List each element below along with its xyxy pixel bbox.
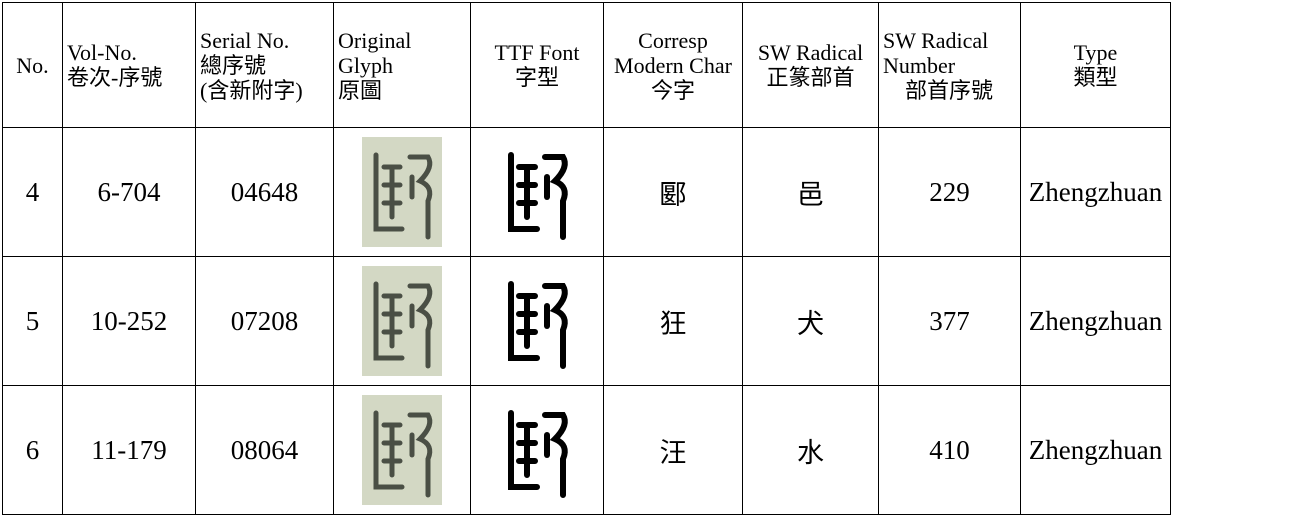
header-cell: SW Radical 正篆部首 xyxy=(742,2,879,128)
header-row: No. Vol-No. 卷次-序號 Serial No. 總序號 (含新附字) Origin… xyxy=(2,2,1171,128)
cell: 04648 xyxy=(195,127,334,257)
header-text: TTF Font xyxy=(494,40,580,65)
data-row: 6 11-179 08064 汪水 410 Zhengzhuan xyxy=(2,385,1171,515)
header-text: Glyph xyxy=(338,52,393,78)
header-text: Corresp xyxy=(638,27,708,53)
glyph-cell xyxy=(333,385,471,515)
ttf-glyph xyxy=(508,410,568,498)
cell: 410 xyxy=(878,385,1021,515)
header-text: 類型 xyxy=(1073,65,1118,90)
header-cell: Serial No. 總序號 (含新附字) xyxy=(195,2,334,128)
header-text: Number xyxy=(883,52,956,78)
header-cell: Original Glyph 原圖 xyxy=(333,2,471,128)
header-text: Original xyxy=(338,27,412,53)
header-text: Serial No. xyxy=(200,27,290,53)
cell: Zhengzhuan xyxy=(1020,385,1171,515)
header-cell: SW Radical Number 部首序號 xyxy=(878,2,1021,128)
original-glyph-image xyxy=(362,395,442,505)
glyph-cell xyxy=(470,256,604,386)
glyph-cell xyxy=(470,385,604,515)
header-text: SW Radical xyxy=(883,27,989,53)
cell: Zhengzhuan xyxy=(1020,127,1171,257)
cell: 邑 xyxy=(742,127,879,257)
glyph-cell xyxy=(470,127,604,257)
header-text: 今字 xyxy=(650,77,695,103)
cell: 5 xyxy=(2,256,63,386)
original-glyph-image xyxy=(362,266,442,376)
cell: 11-179 xyxy=(62,385,196,515)
cell: 水 xyxy=(742,385,879,515)
glyph-cell xyxy=(333,256,471,386)
cell: 10-252 xyxy=(62,256,196,386)
cell: 犬 xyxy=(742,256,879,386)
cell: 4 xyxy=(2,127,63,257)
header-text: 字型 xyxy=(514,65,559,90)
cell: 郾 xyxy=(603,127,743,257)
header-text: (含新附字) xyxy=(200,77,303,103)
header-text: 總序號 xyxy=(200,52,267,78)
header-text: 原圖 xyxy=(338,77,383,103)
header-cell: No. xyxy=(2,2,63,128)
header-text: 部首序號 xyxy=(905,77,994,103)
cell: 229 xyxy=(878,127,1021,257)
header-text: SW Radical xyxy=(757,40,864,65)
data-row: 4 6-704 04648 郾邑 229 Zhengzhuan xyxy=(2,127,1171,257)
data-row: 5 10-252 07208 狂犬 377 Zhengzhuan xyxy=(2,256,1171,386)
header-text: 正篆部首 xyxy=(766,65,855,90)
cell: 狂 xyxy=(603,256,743,386)
cell: Zhengzhuan xyxy=(1020,256,1171,386)
header-text: No. xyxy=(16,52,49,78)
cell: 08064 xyxy=(195,385,334,515)
header-cell: TTF Font 字型 xyxy=(470,2,604,128)
header-text: Type xyxy=(1073,40,1118,65)
header-cell: Type 類型 xyxy=(1020,2,1171,128)
cell: 377 xyxy=(878,256,1021,386)
ttf-glyph xyxy=(508,281,568,369)
original-glyph-image xyxy=(362,137,442,247)
cell: 6 xyxy=(2,385,63,515)
glyph-cell xyxy=(333,127,471,257)
radical-table: No. Vol-No. 卷次-序號 Serial No. 總序號 (含新附字) Origin… xyxy=(2,2,1171,515)
header-text: Vol-No. xyxy=(67,40,137,65)
ttf-glyph xyxy=(508,152,568,240)
header-cell: Vol-No. 卷次-序號 xyxy=(62,2,196,128)
header-cell: Corresp Modern Char 今字 xyxy=(603,2,743,128)
cell: 汪 xyxy=(603,385,743,515)
cell: 6-704 xyxy=(62,127,196,257)
cell: 07208 xyxy=(195,256,334,386)
header-text: 卷次-序號 xyxy=(67,65,163,90)
header-text: Modern Char xyxy=(614,52,732,78)
